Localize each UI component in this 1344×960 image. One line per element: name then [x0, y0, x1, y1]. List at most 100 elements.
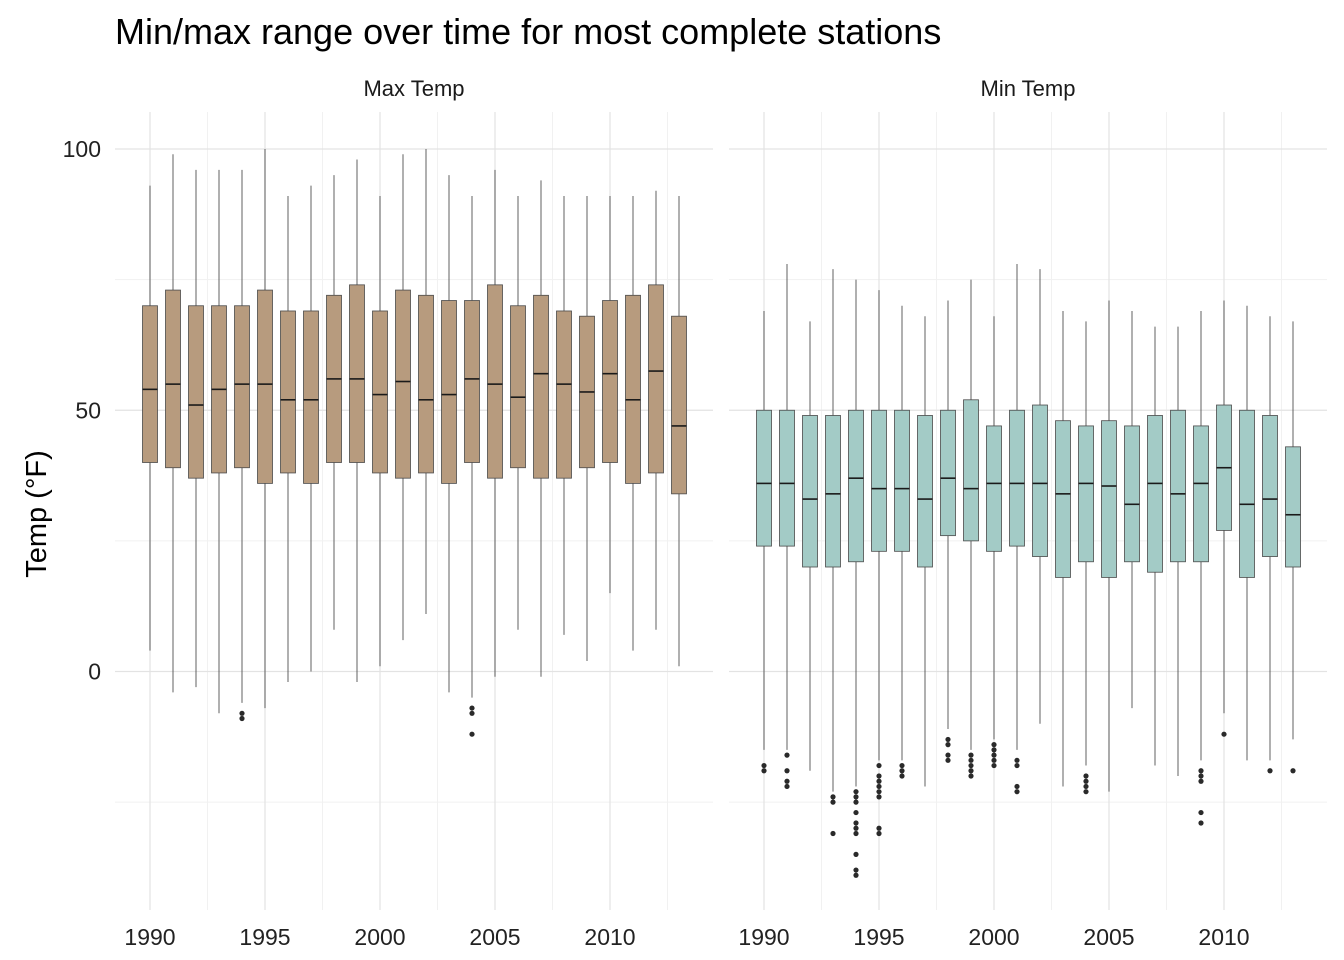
iqr-box: [280, 310, 296, 474]
iqr-box: [395, 289, 411, 479]
outlier-point: [991, 757, 997, 763]
box-2000: [372, 196, 388, 667]
iqr-box: [894, 409, 910, 552]
outlier-point: [853, 867, 859, 873]
outlier-point: [876, 825, 882, 831]
box-1994: [848, 279, 864, 878]
iqr-box: [602, 300, 618, 463]
outlier-point: [991, 747, 997, 753]
box-2007: [1147, 326, 1163, 766]
outlier-point: [830, 799, 836, 805]
outlier-point: [899, 762, 905, 769]
x-tick-label: 1995: [853, 924, 904, 950]
outlier-point: [239, 710, 245, 716]
box-1998: [940, 300, 956, 763]
iqr-box: [441, 300, 457, 484]
outlier-point: [876, 789, 882, 795]
box-2013: [671, 196, 687, 667]
outlier-point: [876, 773, 882, 779]
box-1996: [280, 196, 296, 682]
iqr-box: [625, 294, 641, 484]
iqr-box: [487, 284, 503, 479]
box-2001: [1009, 263, 1025, 795]
iqr-box: [1101, 420, 1117, 578]
x-tick-label: 1990: [124, 924, 175, 950]
iqr-box: [825, 415, 841, 568]
box-2008: [1170, 326, 1186, 776]
iqr-box: [963, 399, 979, 542]
box-2000: [986, 316, 1002, 769]
box-2008: [556, 196, 572, 635]
outlier-point: [876, 830, 882, 837]
box-2013: [1285, 321, 1301, 774]
facet-label: Min Temp: [981, 76, 1076, 101]
iqr-box: [234, 305, 250, 469]
box-2007: [533, 180, 549, 677]
box-1994: [234, 169, 250, 722]
box-1997: [917, 316, 933, 787]
box-1991: [165, 154, 181, 693]
iqr-box: [533, 294, 549, 479]
iqr-box: [986, 425, 1002, 552]
iqr-box: [648, 284, 664, 474]
x-tick-label: 2000: [968, 924, 1019, 950]
outlier-point: [784, 778, 790, 784]
iqr-box: [303, 310, 319, 484]
outlier-point: [853, 809, 859, 816]
outlier-point: [853, 825, 859, 831]
outlier-point: [853, 820, 859, 826]
outlier-point: [761, 768, 767, 774]
box-1996: [894, 305, 910, 779]
outlier-point: [899, 773, 905, 779]
box-1998: [326, 175, 342, 630]
facet-panel-0: Max Temp 1990 1995 2000 2005 2010 0 50 100: [63, 76, 713, 950]
box-2003: [441, 175, 457, 693]
box-2010: [602, 196, 618, 594]
box-2006: [510, 196, 526, 630]
x-tick-label: 2005: [469, 924, 520, 950]
outlier-point: [968, 768, 974, 774]
outlier-point: [1198, 809, 1204, 816]
iqr-box: [556, 310, 572, 479]
box-2006: [1124, 310, 1140, 709]
x-tick-label: 1990: [738, 924, 789, 950]
outlier-point: [968, 752, 974, 758]
box-2005: [1101, 300, 1117, 792]
iqr-box: [372, 310, 388, 474]
box-2009: [579, 196, 595, 662]
iqr-box: [1262, 415, 1278, 557]
outlier-point: [853, 830, 859, 837]
iqr-box: [1147, 415, 1163, 573]
outlier-point: [1014, 762, 1020, 769]
outlier-point: [968, 762, 974, 769]
y-tick-label: 100: [63, 136, 101, 162]
outlier-point: [991, 762, 997, 769]
iqr-box: [464, 300, 480, 463]
iqr-box: [779, 409, 795, 547]
box-2002: [418, 149, 434, 615]
iqr-box: [1009, 409, 1025, 547]
box-2012: [648, 190, 664, 630]
iqr-box: [917, 415, 933, 568]
outlier-point: [1198, 773, 1204, 779]
outlier-point: [876, 778, 882, 784]
box-1992: [802, 321, 818, 771]
iqr-box: [1239, 409, 1255, 578]
iqr-box: [1032, 404, 1048, 557]
x-tick-label: 1995: [239, 924, 290, 950]
box-2009: [1193, 310, 1209, 826]
facet-label: Max Temp: [363, 76, 464, 101]
iqr-box: [165, 289, 181, 469]
box-2012: [1262, 316, 1278, 774]
box-1990: [756, 310, 772, 774]
iqr-box: [1170, 409, 1186, 563]
outlier-point: [830, 830, 836, 837]
iqr-box: [1055, 420, 1071, 578]
iqr-box: [1193, 425, 1209, 563]
outlier-point: [945, 742, 951, 748]
facet-panels: Max Temp 1990 1995 2000 2005 2010 0 50 100 Min Te…: [63, 76, 1327, 950]
iqr-box: [418, 294, 434, 474]
y-tick-label: 50: [75, 397, 101, 423]
iqr-box: [671, 315, 687, 495]
